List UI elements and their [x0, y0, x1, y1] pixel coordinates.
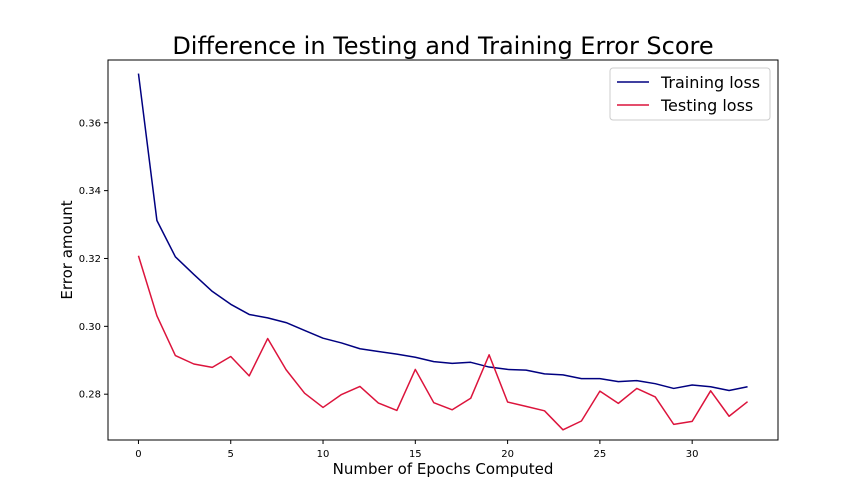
- x-axis: 0 5 10 15 20 25 30: [135, 440, 699, 460]
- legend-box: [609, 67, 771, 121]
- x-tick-label: 10: [317, 449, 330, 460]
- series-line-training-loss: [137, 73, 748, 392]
- x-tick-label: 20: [501, 449, 514, 460]
- x-tick-label: 5: [228, 449, 234, 460]
- y-tick-label: 0.32: [79, 254, 101, 265]
- legend-label-training: Training loss: [660, 73, 760, 92]
- y-tick-label: 0.30: [79, 322, 101, 333]
- y-tick-label: 0.34: [79, 186, 101, 197]
- chart-title: Difference in Testing and Training Error…: [172, 32, 713, 60]
- series-layer: [137, 73, 749, 431]
- x-tick-label: 30: [686, 449, 699, 460]
- legend: Training loss Testing loss: [609, 67, 771, 121]
- y-tick-label: 0.36: [79, 118, 101, 129]
- x-axis-label: Number of Epochs Computed: [333, 460, 554, 478]
- y-axis-label: Error amount: [58, 200, 76, 299]
- x-tick-label: 0: [135, 449, 141, 460]
- x-tick-label: 25: [594, 449, 607, 460]
- y-tick-label: 0.28: [79, 390, 101, 401]
- legend-label-testing: Testing loss: [660, 96, 753, 115]
- y-axis: 0.28 0.30 0.32 0.34 0.36: [79, 118, 108, 401]
- x-tick-label: 15: [409, 449, 422, 460]
- plot-frame: [107, 59, 779, 441]
- series-line-testing-loss: [137, 255, 749, 431]
